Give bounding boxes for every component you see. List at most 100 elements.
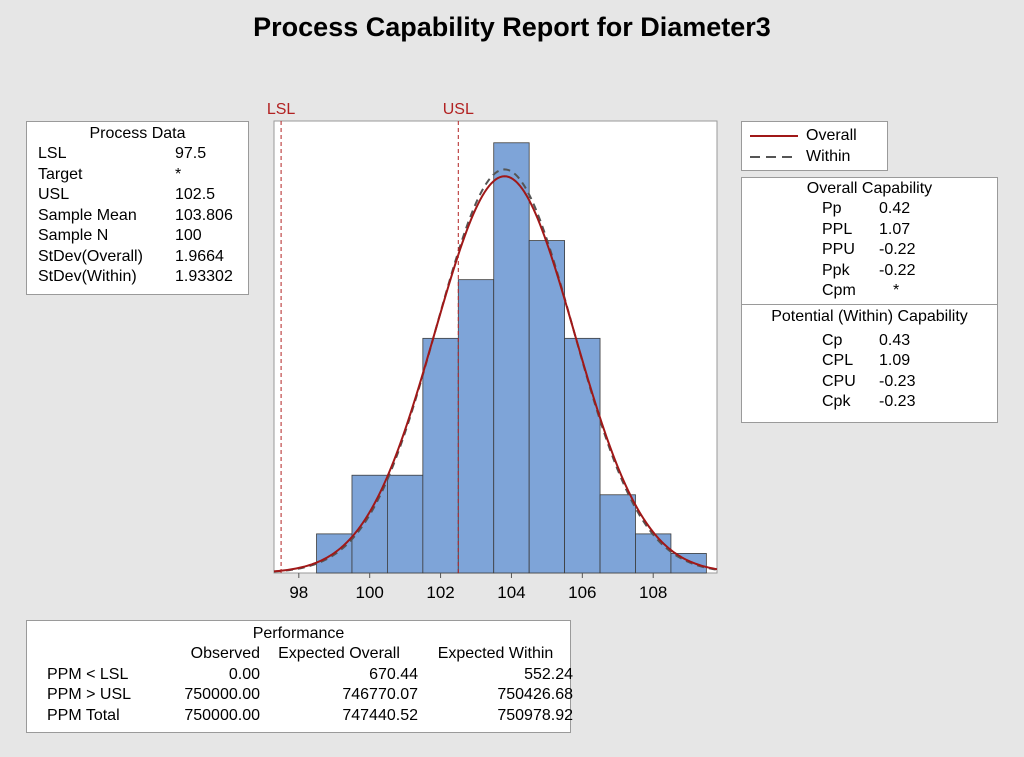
process-data-rows: LSL 97.5 Target * USL 102.5 Sample Mean 103.806…: [27, 144, 248, 288]
capability-label: Cpk: [822, 393, 851, 410]
performance-heading: Performance: [252, 625, 345, 642]
capability-label: Ppk: [822, 261, 850, 279]
process-data-row: StDev(Within) 1.93302: [27, 267, 248, 288]
performance-row-label: PPM < LSL: [47, 665, 129, 683]
performance-observed: 750000.00: [184, 706, 260, 724]
histogram-bar: [564, 337, 601, 574]
process-data-value: 1.9664: [175, 247, 224, 265]
capability-row: Ppk -0.22: [742, 261, 997, 282]
legend-within-label: Within: [806, 148, 851, 165]
legend-item-within: Within: [750, 146, 887, 167]
histogram-bar: [457, 279, 495, 574]
performance-observed: 750000.00: [184, 686, 260, 703]
capability-value: 1.09: [879, 352, 911, 369]
capability-row: Pp 0.42: [742, 199, 997, 220]
x-tick-label: 106: [568, 583, 596, 602]
overall-capability-heading: Overall Capability: [806, 180, 933, 197]
capability-label: CPL: [822, 352, 854, 369]
within-capability-section: Potential (Within) Capability Cp 0.43 CPL 1…: [742, 303, 997, 413]
x-tick-label: 108: [639, 583, 667, 602]
process-data-row: Sample Mean 103.806: [27, 206, 248, 227]
overall-curve: [273, 175, 718, 573]
performance-column-header: [47, 644, 177, 665]
process-data-value: 1.93302: [175, 268, 233, 285]
capability-row: Cpm *: [742, 281, 997, 302]
process-data-row: StDev(Overall) 1.9664: [27, 247, 248, 268]
performance-column-header: Observed: [190, 645, 260, 662]
capability-value: -0.22: [879, 261, 916, 279]
performance-observed: 0.00: [228, 665, 260, 683]
usl-label: USL: [443, 101, 474, 118]
capability-row: Cp 0.43: [742, 331, 997, 352]
histogram-bar: [599, 494, 636, 574]
process-data-heading: Process Data: [89, 125, 186, 142]
x-tick-label: 104: [497, 583, 525, 602]
process-data-label: Sample Mean: [38, 206, 137, 224]
process-data-label: StDev(Overall): [38, 247, 143, 265]
performance-expected-overall: 747440.52: [342, 706, 418, 724]
spec-limit-lines: LSL USL: [267, 101, 474, 573]
capability-row: Cpk -0.23: [742, 392, 997, 413]
process-data-value: 100: [175, 227, 202, 244]
performance-expected-within: 552.24: [524, 665, 573, 683]
report-title: Process Capability Report for Diameter3: [253, 12, 771, 42]
performance-expected-overall: 670.44: [369, 665, 418, 683]
performance-expected-within: 750978.92: [497, 706, 573, 724]
histogram-bar: [422, 337, 459, 574]
histogram-bar: [387, 474, 424, 574]
process-data-value: 102.5: [175, 186, 216, 203]
capability-row: PPU -0.22: [742, 240, 997, 261]
legend-within-swatch: [750, 155, 798, 158]
legend-overall-label: Overall: [806, 127, 857, 144]
process-data-label: USL: [38, 186, 70, 203]
overall-capability-section: Overall Capability Pp 0.42 PPL 1.07 PPU -0.22…: [742, 178, 997, 302]
process-data-label: LSL: [38, 145, 67, 162]
legend: Overall Within: [741, 121, 888, 171]
process-data-row: USL 102.5: [27, 185, 248, 206]
histogram-bar: [493, 142, 530, 574]
process-data-label: Target: [38, 165, 83, 183]
legend-item-overall: Overall: [750, 125, 887, 146]
capability-value: 0.43: [879, 331, 911, 349]
x-tick-label: 98: [289, 583, 308, 602]
x-tick-label: 100: [356, 583, 384, 602]
capability-row: PPL 1.07: [742, 220, 997, 241]
process-data-label: Sample N: [38, 227, 109, 244]
performance-panel: Performance Observed Expected Overall Expe…: [26, 620, 573, 733]
performance-row-label: PPM Total: [47, 706, 120, 724]
process-data-value: 103.806: [175, 206, 233, 224]
capability-label: Cpm: [822, 282, 856, 299]
histogram-bar: [635, 533, 672, 574]
performance-column-header: Expected Within: [437, 645, 554, 662]
capability-value: -0.22: [879, 241, 916, 258]
capability-label: PPL: [822, 220, 853, 238]
process-data-value: 97.5: [175, 145, 207, 162]
capability-label: Cp: [822, 331, 843, 349]
process-data-row: Target *: [27, 165, 248, 186]
capability-label: PPU: [822, 241, 855, 258]
capability-label: CPU: [822, 372, 856, 390]
capability-value: -0.23: [879, 393, 916, 410]
performance-expected-within: 750426.68: [497, 686, 573, 703]
within-capability-heading: Potential (Within) Capability: [771, 307, 968, 325]
histogram-bar: [528, 240, 566, 574]
capability-value: *: [893, 282, 900, 299]
process-data-row: LSL 97.5: [27, 144, 248, 165]
performance-row-label: PPM > USL: [47, 686, 132, 703]
overall-capability-rows: Pp 0.42 PPL 1.07 PPU -0.22 Ppk -0.22 Cpm *: [742, 199, 997, 302]
process-data-label: StDev(Within): [38, 268, 137, 285]
within-capability-rows: Cp 0.43 CPL 1.09 CPU -0.23 Cpk -0.23: [742, 331, 997, 413]
x-axis-ticks: 98 100 102 104 106 108: [289, 573, 667, 602]
lsl-label: LSL: [267, 101, 296, 118]
performance-expected-overall: 746770.07: [342, 686, 418, 703]
capability-row: CPL 1.09: [742, 351, 997, 372]
process-data-panel: Process Data LSL 97.5 Target * USL 102.5 Sampl…: [26, 121, 249, 295]
capability-row: CPU -0.23: [742, 372, 997, 393]
distribution-curves: [273, 168, 718, 573]
x-tick-label: 102: [426, 583, 454, 602]
performance-table: Observed Expected Overall Expected Within P…: [27, 644, 573, 726]
capability-panel: Overall Capability Pp 0.42 PPL 1.07 PPU -0.22…: [741, 177, 998, 423]
capability-value: 0.42: [879, 200, 911, 217]
capability-value: 1.07: [879, 220, 911, 238]
